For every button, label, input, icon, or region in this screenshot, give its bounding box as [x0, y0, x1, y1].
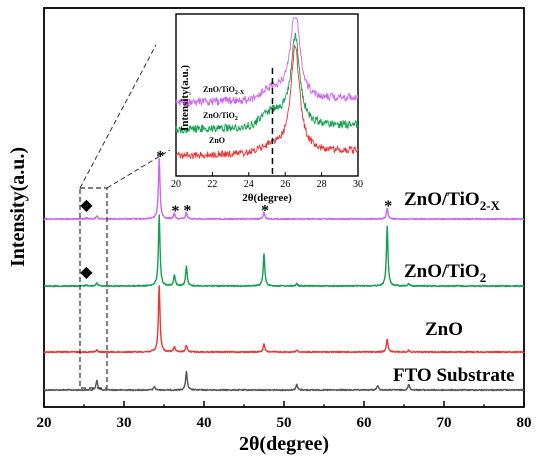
zoom-box: [79, 187, 108, 389]
series-label-zno-tio2x: ZnO/TiO2-X: [404, 189, 501, 213]
inset-series-line: [175, 44, 359, 160]
series-line-3: [43, 158, 525, 221]
inset-x-tick-label: 30: [353, 179, 363, 190]
x-tick-label: 20: [37, 415, 52, 431]
series-labels: ZnO/TiO2-X ZnO/TiO2 ZnO FTO Substrate: [393, 189, 515, 386]
star-marker: *: [171, 203, 179, 220]
inset-x-tick-label: 20: [171, 179, 181, 190]
series-label-zno-tio2: ZnO/TiO2: [404, 261, 486, 285]
zoom-connector-bottom: [106, 149, 171, 189]
star-marker: *: [156, 148, 164, 165]
inset-x-tick-label: 26: [280, 179, 290, 190]
inset-label-zno-tio2x: ZnO/TiO2-X: [203, 85, 245, 96]
peak-markers: ◆◆** * * *: [80, 148, 392, 281]
inset-x-tick-label: 22: [207, 179, 217, 190]
x-axis-title: 2θ(degree): [239, 433, 329, 455]
y-axis-title: Intensity(a.u.): [7, 147, 29, 267]
inset-series-line: [175, 32, 359, 134]
star-marker: *: [183, 202, 191, 219]
x-tick-label: 40: [197, 415, 212, 431]
inset-series-group: [175, 17, 359, 160]
inset-x-tick-label: 24: [244, 179, 254, 190]
series-label-fto: FTO Substrate: [393, 365, 515, 386]
inset-label-zno-tio2: ZnO/TiO2: [203, 111, 238, 122]
inset-x-title: 2θ(degree): [242, 192, 292, 204]
diamond-marker: ◆: [80, 264, 93, 281]
x-tick-label: 50: [277, 415, 292, 431]
diamond-marker: ◆: [80, 197, 93, 214]
x-tick-label: 30: [117, 415, 132, 431]
x-tick-label: 60: [357, 415, 372, 431]
x-axis-ticks: 20 30 40 50 60 70 80: [37, 401, 532, 431]
inset-y-title: Intensity(a.u.): [179, 65, 191, 131]
x-tick-label: 70: [437, 415, 452, 431]
inset-chart: 20 22 24 26 28 30 2θ(degree) Intensity(a.u.) …: [171, 13, 363, 204]
inset-series-line: [175, 17, 359, 108]
series-line-1: [43, 285, 525, 354]
series-label-zno: ZnO: [425, 319, 463, 340]
series-line-2: [43, 214, 525, 288]
star-marker: *: [261, 202, 269, 219]
inset-label-zno: ZnO: [209, 136, 225, 145]
inset-x-ticks: 20 22 24 26 28 30: [171, 172, 363, 190]
inset-x-tick-label: 28: [317, 179, 327, 190]
main-series-group: [43, 158, 525, 392]
zoom-connector-top: [79, 44, 157, 189]
x-tick-label: 80: [517, 415, 532, 431]
series-line-0: [43, 370, 525, 392]
star-marker: *: [384, 198, 392, 215]
